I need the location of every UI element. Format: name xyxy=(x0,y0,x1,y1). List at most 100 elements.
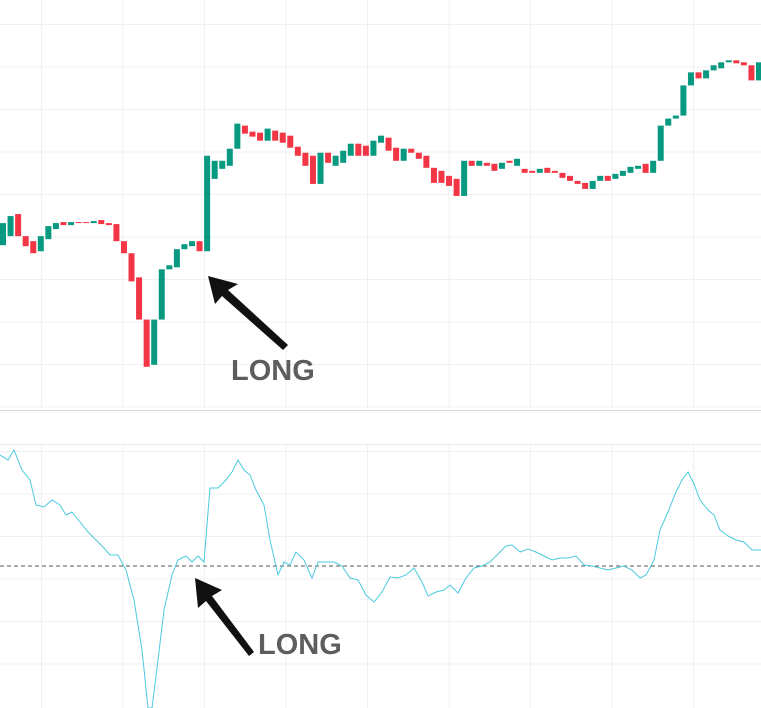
candles xyxy=(0,60,761,367)
candle xyxy=(7,216,14,237)
candle xyxy=(68,222,75,226)
candle xyxy=(408,148,415,153)
price-grid xyxy=(0,0,761,408)
candle xyxy=(400,148,407,161)
oscillator xyxy=(0,448,761,708)
candle xyxy=(173,249,180,268)
candle xyxy=(514,158,521,166)
candle xyxy=(362,145,369,156)
candle xyxy=(83,222,90,224)
candle xyxy=(385,137,392,151)
candle xyxy=(52,223,59,230)
candle xyxy=(604,175,611,181)
candle xyxy=(378,135,384,143)
candle xyxy=(393,147,400,161)
candle xyxy=(710,65,717,71)
candle xyxy=(627,166,634,173)
candle xyxy=(15,214,22,237)
candle xyxy=(574,180,581,184)
candle xyxy=(264,128,271,141)
candle xyxy=(642,163,649,173)
candle xyxy=(657,125,664,161)
candle xyxy=(423,155,430,168)
candle xyxy=(544,167,551,173)
candle xyxy=(672,115,679,119)
candle xyxy=(90,221,97,224)
candle xyxy=(461,160,468,196)
candle xyxy=(453,178,460,196)
candle xyxy=(211,160,218,179)
candle xyxy=(249,131,256,137)
oscillator-grid xyxy=(0,445,761,708)
candle xyxy=(181,244,188,250)
candle xyxy=(740,62,747,66)
candle xyxy=(695,72,702,79)
candle xyxy=(166,265,173,270)
candle xyxy=(332,155,339,166)
candle xyxy=(241,125,248,134)
candle xyxy=(30,241,37,254)
candle xyxy=(438,170,445,183)
candle xyxy=(725,60,732,63)
candle xyxy=(37,236,44,252)
candle xyxy=(234,123,241,149)
annotation: LONG xyxy=(231,355,315,387)
candle xyxy=(483,162,490,166)
candle xyxy=(370,140,377,156)
candle xyxy=(718,62,725,69)
candle xyxy=(635,165,642,169)
candle xyxy=(559,172,566,178)
candle xyxy=(45,226,52,240)
candle xyxy=(128,253,135,282)
candle xyxy=(340,150,347,163)
candle xyxy=(113,224,120,242)
candle xyxy=(22,236,29,247)
candle xyxy=(468,160,475,166)
candle xyxy=(491,163,498,171)
candle xyxy=(355,143,362,156)
oscillator-line xyxy=(0,448,761,708)
candle xyxy=(521,168,528,173)
candle xyxy=(347,143,354,156)
candle xyxy=(551,170,558,173)
candle xyxy=(75,222,82,224)
candle xyxy=(733,60,740,64)
candle xyxy=(309,155,316,184)
candle xyxy=(196,241,203,252)
candle xyxy=(60,222,67,226)
candle xyxy=(257,132,264,141)
arrow xyxy=(195,578,254,656)
candle xyxy=(287,135,294,148)
candle xyxy=(317,152,324,184)
candle xyxy=(430,167,437,183)
candle xyxy=(189,241,195,247)
candle xyxy=(476,160,483,166)
candle xyxy=(120,241,127,254)
candle xyxy=(446,175,453,186)
candle xyxy=(272,130,279,141)
arrow xyxy=(208,276,288,350)
candle xyxy=(748,65,755,81)
candle xyxy=(136,277,143,320)
candle xyxy=(619,170,626,176)
candle xyxy=(612,173,619,179)
candle xyxy=(158,269,165,320)
candle xyxy=(143,319,150,367)
candle xyxy=(567,175,573,181)
candle xyxy=(680,85,687,116)
candle xyxy=(506,160,513,163)
candle xyxy=(302,152,309,166)
candle xyxy=(294,146,301,156)
candle xyxy=(597,175,604,181)
candle xyxy=(536,168,543,173)
candle xyxy=(498,162,505,169)
candle xyxy=(151,319,158,365)
annotation: LONG xyxy=(258,629,342,661)
candle xyxy=(204,155,211,252)
candle xyxy=(219,160,226,169)
candle xyxy=(415,152,422,159)
candle xyxy=(665,118,672,126)
candle xyxy=(529,170,536,173)
